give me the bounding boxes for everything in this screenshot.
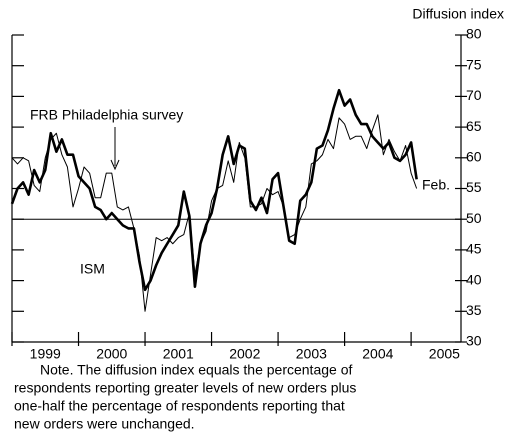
y-tick-label: 70 [466,87,482,103]
y-tick-label: 45 [466,241,482,257]
x-tick-label: 2002 [229,346,260,362]
x-tick-label: 2003 [296,346,327,362]
note-line: one-half the percentage of respondents r… [14,398,345,414]
note-line: new orders were unchanged. [14,416,195,432]
y-tick-label: 65 [466,118,482,134]
x-tick-label: 2000 [96,346,127,362]
x-tick-label: 2004 [362,346,393,362]
y-tick-label: 40 [466,271,482,287]
y-tick-label: 50 [466,210,482,226]
y-tick-label: 60 [466,149,482,165]
arrow-head [110,159,120,171]
y-tick-label: 55 [466,179,482,195]
x-tick-label: 1999 [30,346,61,362]
annotation: Feb. [422,177,450,193]
y-tick-label: 30 [466,333,482,349]
series-line [10,88,418,292]
series-line [11,114,418,312]
x-tick-label: 2001 [163,346,194,362]
y-axis-label: Diffusion index [412,6,504,22]
note-line: Note. The diffusion index equals the per… [40,362,352,378]
y-tick-label: 75 [466,56,482,72]
note-line: respondents reporting greater levels of … [14,380,356,396]
y-tick-label: 80 [466,26,482,42]
y-tick-label: 35 [466,302,482,318]
annotation: ISM [80,261,105,277]
annotation: FRB Philadelphia survey [30,107,183,123]
x-tick-label: 2005 [429,346,460,362]
